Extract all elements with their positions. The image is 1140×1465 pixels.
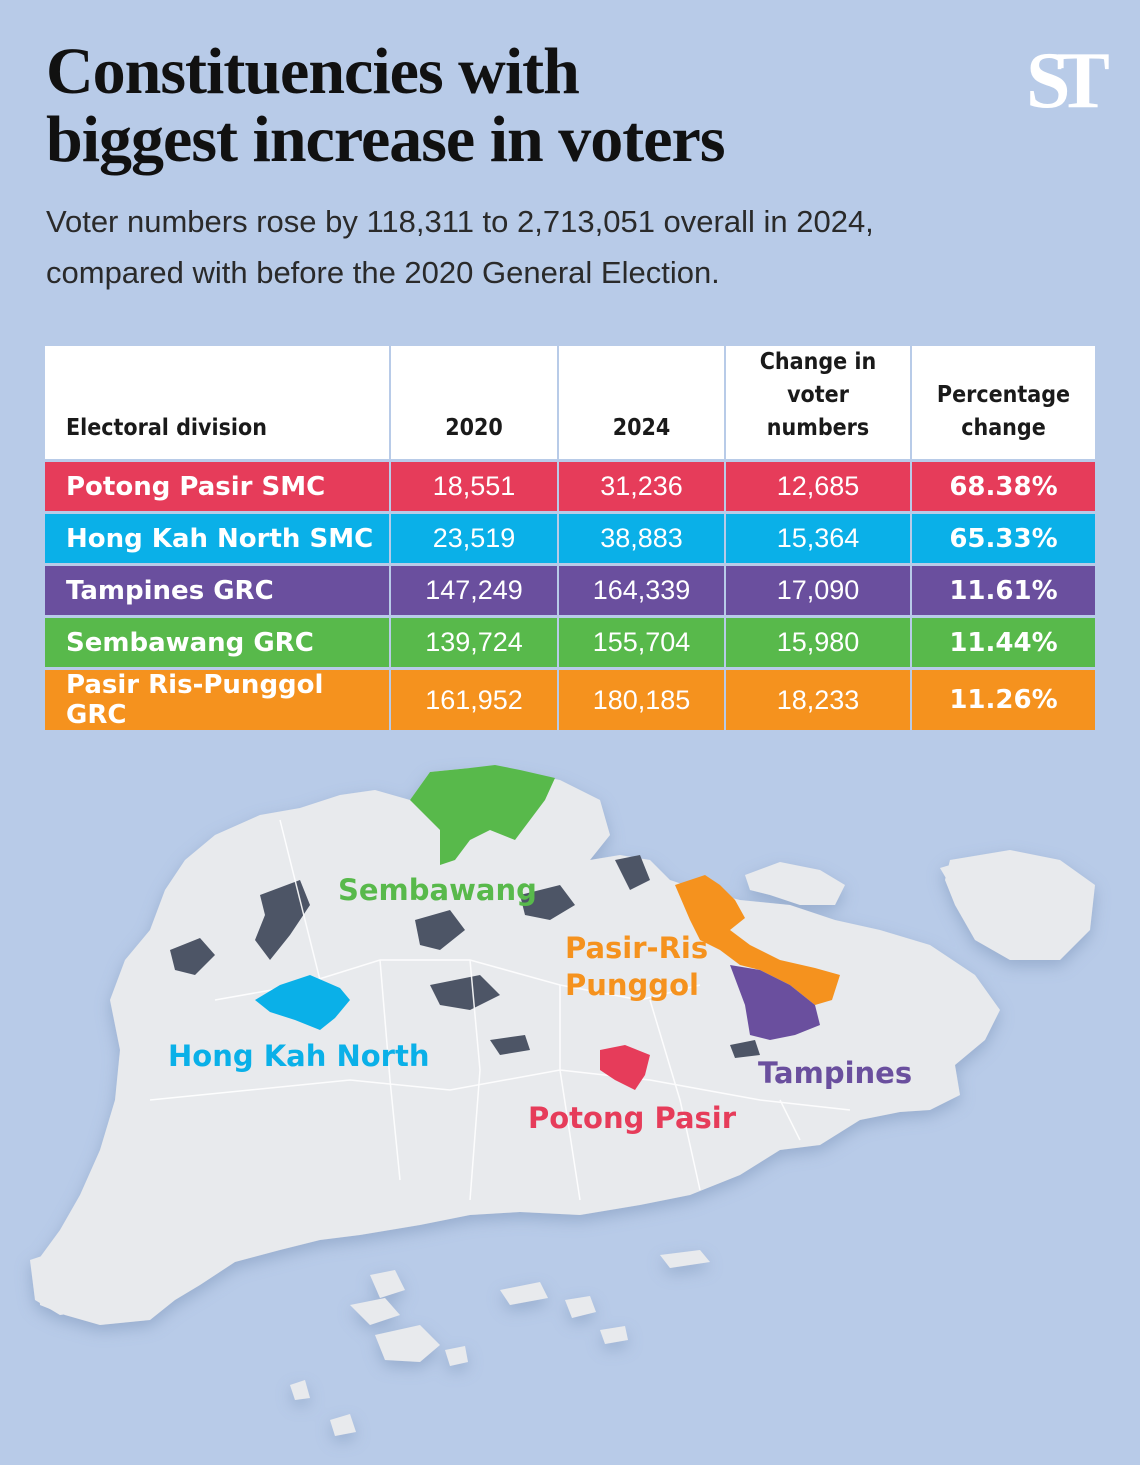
reservoirs [170,855,760,1058]
cell-division: Potong Pasir SMC [45,459,391,513]
jurong-island [30,1250,110,1315]
island-south-7 [565,1296,596,1318]
subtitle-line-1: Voter numbers rose by 118,311 to 2,713,0… [46,204,874,239]
subtitle: Voter numbers rose by 118,311 to 2,713,0… [46,196,986,298]
cell-percentage: 11.26% [911,667,1095,730]
cell-percentage: 11.44% [911,615,1095,669]
reservoir-bedok [730,1040,760,1058]
pulau-ubin [745,862,845,905]
island-south-3 [375,1325,440,1362]
reservoir-west [170,938,215,975]
cell-change: 15,980 [725,615,912,669]
title-line-1: Constituencies with [46,35,580,108]
header-change-line-1: Change in [759,349,877,375]
reservoir-kranji [255,880,310,960]
reservoir-upper-seletar [520,885,575,920]
reservoir-punggol [615,855,650,890]
cell-percentage: 68.38% [911,459,1095,513]
header-2024: 2024 [558,346,726,461]
reservoir-macritchie [490,1035,530,1055]
cell-percentage: 11.61% [911,563,1095,617]
cell-2024: 38,883 [558,511,726,565]
label-sembawang: Sembawang [338,873,537,907]
table-header-row: Electoral division 2020 2024 Change in v… [45,346,1095,461]
table-row: Pasir Ris-Punggol GRC 161,952 180,185 18… [45,667,1095,730]
reservoir-lower-seletar [415,910,465,950]
table-row: Potong Pasir SMC 18,551 31,236 12,685 68… [45,459,1095,513]
table-row: Hong Kah North SMC 23,519 38,883 15,364 … [45,511,1095,565]
island-south-9 [600,1326,628,1344]
cell-percentage: 65.33% [911,511,1095,565]
pulau-tekong [945,850,1095,960]
label-pasir-ris-line-2: Punggol [565,968,699,1002]
singapore-map: Sembawang Pasir-Ris Punggol Hong Kah Nor… [30,765,1095,1436]
page-title: Constituencies with biggest increase in … [46,38,946,174]
header-percentage: Percentage change [911,346,1095,461]
table-row: Sembawang GRC 139,724 155,704 15,980 11.… [45,615,1095,669]
tampines-area [730,965,820,1040]
cell-2024: 180,185 [558,667,726,730]
sembawang-area [410,765,555,865]
st-logo: ST [1026,37,1110,125]
cell-2020: 161,952 [390,667,559,730]
island-south-2 [350,1298,400,1325]
header-2020: 2020 [390,346,559,461]
pasir-ris-punggol-area [675,875,840,1005]
cell-change: 17,090 [725,563,912,617]
highlighted-constituencies [255,765,840,1090]
island-south-4 [445,1346,468,1366]
cell-2024: 155,704 [558,615,726,669]
cell-change: 18,233 [725,667,912,730]
cell-division: Hong Kah North SMC [45,511,391,565]
label-potong-pasir: Potong Pasir [528,1101,737,1135]
cell-change: 12,685 [725,459,912,513]
reservoir-central [430,975,500,1010]
island-south-5 [290,1380,310,1400]
header-change-line-2: voter numbers [766,382,870,441]
island-small-1 [940,862,968,885]
label-pasir-ris-line-1: Pasir-Ris [565,931,708,965]
subtitle-line-2: compared with before the 2020 General El… [46,255,720,290]
header-pct-line-1: Percentage [936,382,1071,408]
cell-division: Pasir Ris-Punggol GRC [45,667,391,730]
potong-pasir-area [600,1045,650,1090]
island-south-8 [660,1250,710,1268]
cell-division: Tampines GRC [45,563,391,617]
header-change: Change in voter numbers [725,346,912,461]
header-pct-line-2: change [961,415,1046,441]
voter-table: Electoral division 2020 2024 Change in v… [45,346,1095,730]
island-south-1 [370,1270,405,1298]
cell-2020: 147,249 [390,563,559,617]
cell-2020: 139,724 [390,615,559,669]
label-hong-kah-north: Hong Kah North [168,1039,429,1073]
cell-2020: 18,551 [390,459,559,513]
cell-2020: 23,519 [390,511,559,565]
label-tampines: Tampines [758,1056,912,1090]
title-line-2: biggest increase in voters [46,103,726,176]
header-division: Electoral division [45,346,391,461]
cell-change: 15,364 [725,511,912,565]
map-labels: Sembawang Pasir-Ris Punggol Hong Kah Nor… [168,873,912,1135]
table-row: Tampines GRC 147,249 164,339 17,090 11.6… [45,563,1095,617]
cell-division: Sembawang GRC [45,615,391,669]
cell-2024: 164,339 [558,563,726,617]
hong-kah-north-area [255,975,350,1030]
island-south-10 [330,1414,356,1436]
island-south-6 [500,1282,548,1305]
cell-2024: 31,236 [558,459,726,513]
